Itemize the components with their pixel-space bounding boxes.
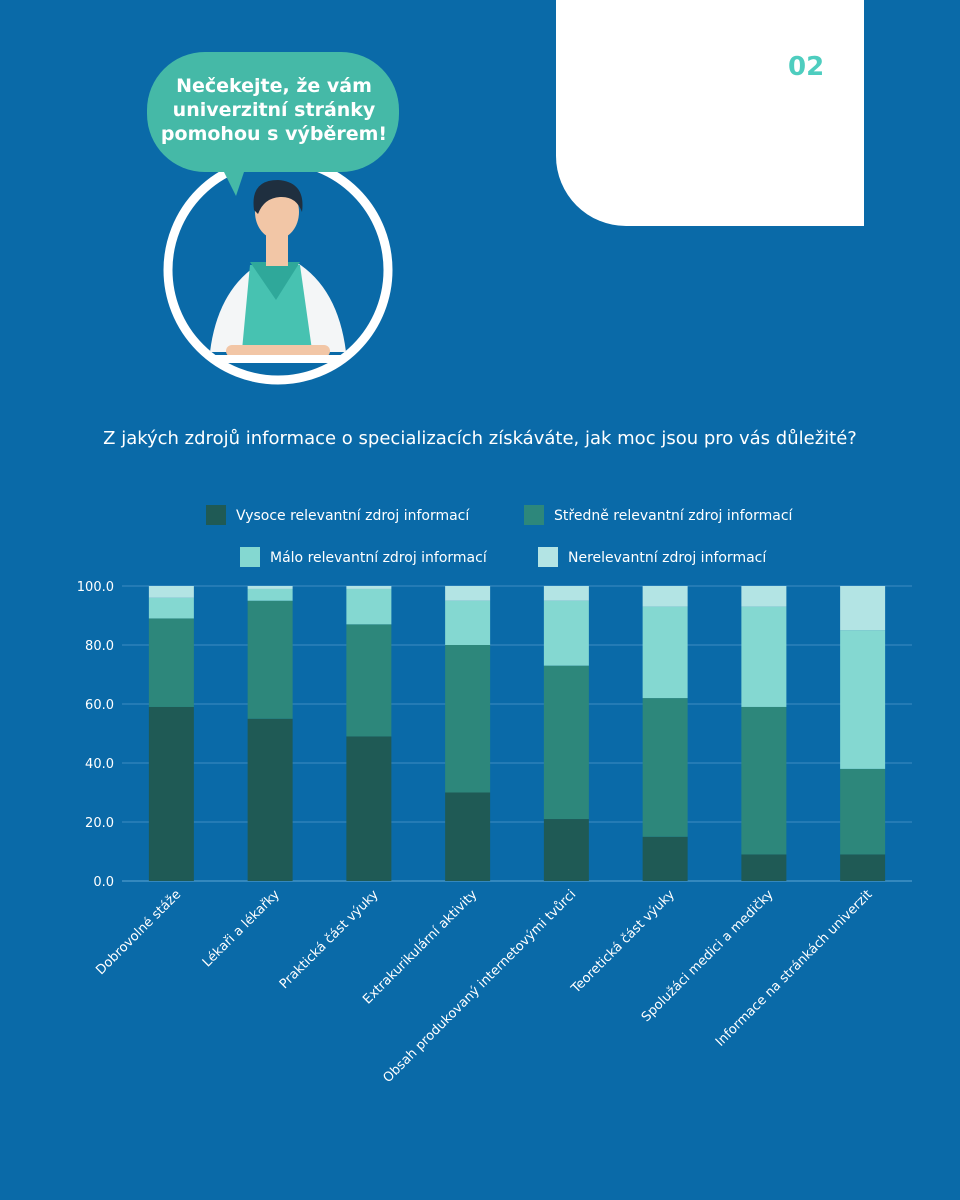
bar-segment bbox=[741, 854, 787, 881]
legend-swatch bbox=[206, 505, 226, 525]
legend-label: Vysoce relevantní zdroj informací bbox=[236, 508, 470, 524]
x-tick-label: Dobrovolné stáže bbox=[93, 887, 184, 978]
bar-segment bbox=[148, 706, 194, 881]
bar-segment bbox=[741, 586, 787, 607]
bar-segment bbox=[346, 624, 392, 737]
y-tick-label: 80.0 bbox=[85, 639, 114, 654]
bar-segment bbox=[445, 586, 491, 601]
bar-segment bbox=[346, 586, 392, 589]
x-tick-label: Extrakurikulární aktivity bbox=[360, 887, 480, 1007]
bar-segment bbox=[840, 854, 886, 881]
legend-swatch bbox=[524, 505, 544, 525]
bar-segment bbox=[741, 606, 787, 707]
bar-segment bbox=[642, 836, 688, 881]
chart-question: Z jakých zdrojů informace o specializací… bbox=[103, 428, 857, 449]
bar-segment bbox=[445, 645, 491, 793]
bar-segment bbox=[148, 618, 194, 707]
legend-swatch bbox=[538, 547, 558, 567]
legend-label: Středně relevantní zdroj informací bbox=[554, 508, 794, 524]
bar-segment bbox=[741, 706, 787, 855]
bar-segment bbox=[247, 588, 293, 601]
bar-segment bbox=[543, 586, 589, 601]
stacked-bar-chart: Vysoce relevantní zdroj informací Středně… bbox=[77, 505, 912, 1086]
bar-segment bbox=[445, 792, 491, 881]
speech-bubble bbox=[147, 52, 399, 196]
y-tick-label: 40.0 bbox=[85, 757, 114, 772]
page-number: 02 bbox=[788, 52, 825, 82]
x-tick-label: Obsah produkovaný internetovými tvůrci bbox=[380, 887, 579, 1086]
bar-segment bbox=[543, 665, 589, 820]
doctor-illustration bbox=[147, 52, 399, 385]
legend-label: Málo relevantní zdroj informací bbox=[270, 550, 488, 566]
bar-segment bbox=[346, 588, 392, 625]
bar-segment bbox=[840, 630, 886, 769]
y-tick-label: 100.0 bbox=[77, 580, 114, 595]
page-number-card bbox=[556, 0, 864, 226]
bar-segment bbox=[247, 600, 293, 719]
bar-segment bbox=[642, 606, 688, 699]
y-tick-label: 20.0 bbox=[85, 816, 114, 831]
bar-segment bbox=[642, 698, 688, 837]
x-tick-label: Teoretická část výuky bbox=[568, 887, 678, 997]
bar-segment bbox=[840, 768, 886, 855]
bar-segment bbox=[840, 586, 886, 631]
x-tick-label: Lékaři a lékařky bbox=[200, 887, 283, 970]
bar-segment bbox=[247, 586, 293, 589]
bar-segment bbox=[543, 600, 589, 666]
bar-segment bbox=[445, 600, 491, 645]
bar-segment bbox=[148, 586, 194, 598]
bar-segment bbox=[346, 736, 392, 881]
x-tick-label: Praktická část výuky bbox=[277, 887, 382, 992]
x-tick-label: Informace na stránkách univerzit bbox=[713, 887, 876, 1050]
legend-swatch bbox=[240, 547, 260, 567]
y-tick-label: 0.0 bbox=[93, 875, 114, 890]
bar-segment bbox=[148, 597, 194, 619]
bar-segment bbox=[642, 586, 688, 607]
doctor-icon bbox=[210, 180, 346, 363]
speech-bubble-text: Nečekejte, že vám univerzitní stránky po… bbox=[160, 75, 388, 145]
bar-segment bbox=[247, 718, 293, 881]
y-tick-label: 60.0 bbox=[85, 698, 114, 713]
legend-label: Nerelevantní zdroj informací bbox=[568, 550, 767, 566]
bar-segment bbox=[543, 819, 589, 881]
